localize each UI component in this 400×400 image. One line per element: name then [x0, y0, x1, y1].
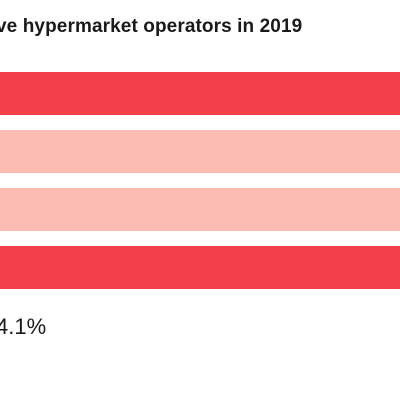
- data-label: 4.1%: [0, 314, 47, 339]
- bar: [0, 246, 400, 289]
- bar: [0, 188, 400, 231]
- bar: [0, 130, 400, 173]
- chart-title: ve hypermarket operators in 2019: [0, 16, 303, 37]
- bar: [0, 72, 400, 115]
